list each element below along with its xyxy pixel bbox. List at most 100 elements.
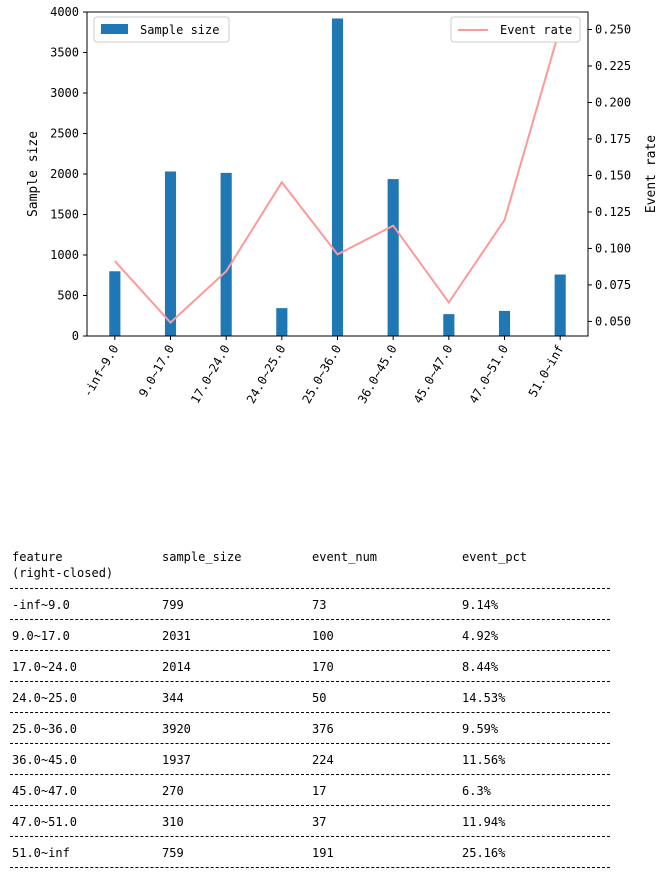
header-event-num: event_num bbox=[312, 550, 378, 564]
table-row: 51.0~inf 759 191 25.16% bbox=[10, 837, 610, 868]
bar bbox=[276, 308, 288, 336]
left-tick-label: 2500 bbox=[50, 127, 79, 141]
cell-event-num: 170 bbox=[312, 660, 334, 674]
table-row: 24.0~25.0 344 50 14.53% bbox=[10, 682, 610, 713]
left-axis: 0 500 1000 1500 2000 2500 3000 3500 4000 bbox=[50, 5, 87, 343]
left-tick-label: 3500 bbox=[50, 46, 79, 60]
table-header-row: feature (right-closed) sample_size event… bbox=[10, 545, 610, 589]
table-row: 17.0~24.0 2014 170 8.44% bbox=[10, 651, 610, 682]
cell-event-pct: 11.94% bbox=[462, 815, 506, 829]
cell-sample-size: 2031 bbox=[162, 629, 191, 643]
legend-right-frame bbox=[450, 16, 581, 43]
x-tick-label: 25.0~36.0 bbox=[299, 343, 344, 406]
cell-event-num: 376 bbox=[312, 722, 334, 736]
right-tick-label: 0.225 bbox=[595, 59, 631, 73]
cell-feature: 24.0~25.0 bbox=[12, 691, 78, 705]
bar bbox=[387, 179, 399, 336]
legend-left-frame bbox=[93, 16, 230, 43]
right-tick-label: 0.050 bbox=[595, 314, 631, 328]
event-rate-line bbox=[114, 26, 562, 325]
header-feature: feature (right-closed) bbox=[12, 550, 114, 580]
cell-sample-size: 270 bbox=[162, 784, 184, 798]
cell-event-pct: 4.92% bbox=[462, 629, 499, 643]
bar bbox=[443, 314, 455, 336]
left-tick-label: 0 bbox=[72, 329, 79, 343]
header-sample-size: sample_size bbox=[162, 550, 242, 564]
x-tick-label: 47.0~51.0 bbox=[466, 343, 511, 406]
right-tick-label: 0.200 bbox=[595, 95, 631, 109]
cell-event-pct: 11.56% bbox=[462, 753, 506, 767]
table-row: 9.0~17.0 2031 100 4.92% bbox=[10, 620, 610, 651]
legend-left-swatch bbox=[101, 24, 128, 34]
cell-event-num: 224 bbox=[312, 753, 334, 767]
table-row: 25.0~36.0 3920 376 9.59% bbox=[10, 713, 610, 744]
left-tick-label: 1500 bbox=[50, 208, 79, 222]
x-tick-label: 45.0~47.0 bbox=[411, 343, 456, 406]
cell-event-pct: 9.14% bbox=[462, 598, 499, 612]
right-tick-label: 0.250 bbox=[595, 23, 631, 37]
bars-group bbox=[109, 18, 566, 336]
table-row: 47.0~51.0 310 37 11.94% bbox=[10, 806, 610, 837]
x-tick-label: 36.0~45.0 bbox=[355, 343, 400, 406]
legend-left: Sample size bbox=[93, 16, 230, 43]
bar bbox=[498, 310, 511, 336]
right-tick-label: 0.175 bbox=[595, 132, 631, 146]
cell-event-num: 50 bbox=[312, 691, 327, 705]
x-tick-label: 51.0~inf bbox=[526, 343, 567, 400]
cell-feature: 9.0~17.0 bbox=[12, 629, 70, 643]
cell-event-pct: 8.44% bbox=[462, 660, 499, 674]
bin-table: feature (right-closed) sample_size event… bbox=[10, 545, 610, 868]
legend-right-label: Event rate bbox=[500, 23, 572, 37]
x-tick-label: -inf~9.0 bbox=[80, 343, 121, 400]
cell-event-num: 191 bbox=[312, 846, 334, 860]
cell-sample-size: 1937 bbox=[162, 753, 191, 767]
right-axis: 0.050 0.075 0.100 0.125 0.150 0.175 0.200 0.225… bbox=[588, 23, 631, 328]
cell-feature: 25.0~36.0 bbox=[12, 722, 78, 736]
left-tick-label: 2000 bbox=[50, 167, 79, 181]
right-tick-label: 0.125 bbox=[595, 205, 631, 219]
cell-event-num: 37 bbox=[312, 815, 327, 829]
cell-event-pct: 14.53% bbox=[462, 691, 506, 705]
right-tick-label: 0.100 bbox=[595, 241, 631, 255]
cell-event-pct: 9.59% bbox=[462, 722, 499, 736]
table-row: -inf~9.0 799 73 9.14% bbox=[10, 589, 610, 620]
table-body: -inf~9.0 799 73 9.14% 9.0~17.0 2031 100 4.92% 17… bbox=[10, 589, 610, 868]
bar bbox=[331, 18, 344, 336]
left-tick-label: 1000 bbox=[50, 248, 79, 262]
left-tick-label: 4000 bbox=[50, 5, 79, 19]
cell-event-num: 100 bbox=[312, 629, 334, 643]
line-group bbox=[114, 26, 562, 325]
bar bbox=[220, 172, 232, 336]
cell-feature: -inf~9.0 bbox=[12, 598, 70, 612]
cell-sample-size: 344 bbox=[162, 691, 184, 705]
cell-sample-size: 799 bbox=[162, 598, 184, 612]
cell-event-pct: 6.3% bbox=[462, 784, 491, 798]
cell-sample-size: 2014 bbox=[162, 660, 191, 674]
y-axis-label: Sample size bbox=[26, 131, 41, 217]
header-event-pct: event_pct bbox=[462, 550, 528, 564]
bar bbox=[164, 171, 177, 336]
cell-event-pct: 25.16% bbox=[462, 846, 506, 860]
cell-feature: 45.0~47.0 bbox=[12, 784, 78, 798]
x-tick-label: 17.0~24.0 bbox=[188, 343, 233, 406]
y2-axis-label: Event rate bbox=[644, 135, 659, 213]
bar bbox=[554, 274, 566, 336]
table-row: 45.0~47.0 270 17 6.3% bbox=[10, 775, 610, 806]
cell-feature: 47.0~51.0 bbox=[12, 815, 78, 829]
cell-event-num: 73 bbox=[312, 598, 327, 612]
cell-feature: 51.0~inf bbox=[12, 846, 70, 860]
left-tick-label: 500 bbox=[57, 289, 79, 303]
table-row: 36.0~45.0 1937 224 11.56% bbox=[10, 744, 610, 775]
x-tick-label: 9.0~17.0 bbox=[136, 343, 177, 400]
left-tick-label: 3000 bbox=[50, 86, 79, 100]
cell-event-num: 17 bbox=[312, 784, 327, 798]
legend-right: Event rate bbox=[450, 16, 581, 43]
cell-feature: 17.0~24.0 bbox=[12, 660, 78, 674]
cell-sample-size: 310 bbox=[162, 815, 184, 829]
right-tick-label: 0.150 bbox=[595, 168, 631, 182]
right-tick-label: 0.075 bbox=[595, 278, 631, 292]
bar bbox=[109, 271, 121, 336]
x-tick-label: 24.0~25.0 bbox=[244, 343, 289, 406]
x-axis: -inf~9.0 9.0~17.0 17.0~24.0 24.0~25.0 25.0~3… bbox=[80, 336, 567, 406]
